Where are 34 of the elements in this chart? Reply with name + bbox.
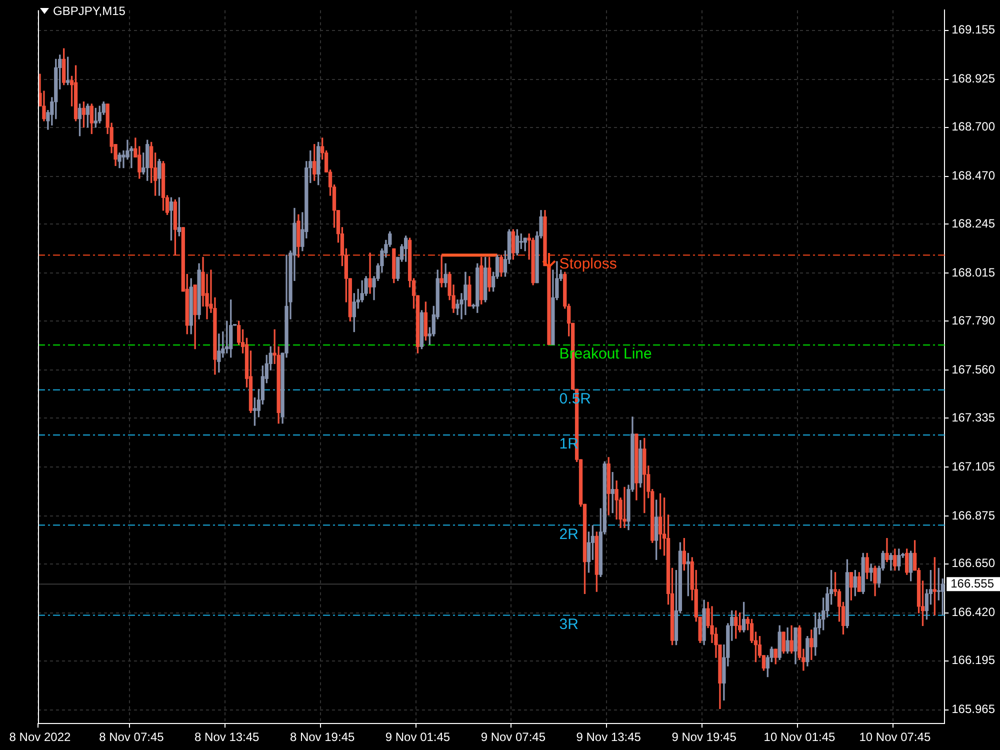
y-tick-label: 168.015 bbox=[952, 266, 996, 280]
x-tick-label: 8 Nov 2022 bbox=[9, 730, 71, 744]
y-tick-label: 166.195 bbox=[952, 653, 996, 668]
x-tick-label: 8 Nov 19:45 bbox=[290, 730, 355, 744]
y-tick-label: 166.650 bbox=[952, 556, 996, 570]
candlestick bbox=[368, 252, 372, 294]
ref-line-label: 3R bbox=[559, 616, 579, 633]
x-tick-label: 10 Nov 01:45 bbox=[764, 730, 836, 744]
x-tick-label: 8 Nov 07:45 bbox=[99, 730, 164, 744]
y-tick-label: 168.700 bbox=[952, 120, 996, 134]
y-tick-label: 167.105 bbox=[952, 459, 996, 474]
y-tick-label: 169.155 bbox=[952, 22, 996, 37]
chart-title: GBPJPY,M15 bbox=[53, 4, 126, 18]
y-tick-label: 166.875 bbox=[952, 508, 996, 522]
y-tick-label: 167.335 bbox=[952, 410, 996, 424]
y-tick-label: 167.790 bbox=[952, 313, 996, 328]
y-tick-label: 168.245 bbox=[952, 216, 996, 231]
x-tick-label: 9 Nov 13:45 bbox=[576, 730, 642, 744]
x-tick-label: 8 Nov 13:45 bbox=[194, 730, 260, 744]
ref-line-label: 2R bbox=[559, 526, 579, 543]
y-tick-label: 168.925 bbox=[952, 72, 996, 86]
x-tick-label: 9 Nov 01:45 bbox=[385, 730, 450, 744]
y-tick-label: 165.965 bbox=[952, 702, 996, 716]
x-tick-label: 9 Nov 07:45 bbox=[480, 730, 546, 744]
y-tick-label: 167.560 bbox=[952, 362, 996, 376]
y-tick-label: 168.470 bbox=[952, 168, 996, 183]
candlestick bbox=[622, 486, 626, 528]
candlestick bbox=[869, 564, 873, 582]
candlestick bbox=[122, 150, 126, 168]
ref-line-label: 166.555 bbox=[950, 576, 994, 590]
x-tick-label: 10 Nov 07:45 bbox=[859, 730, 931, 744]
y-tick-label: 166.420 bbox=[952, 605, 996, 620]
x-tick-label: 9 Nov 19:45 bbox=[672, 730, 737, 744]
ref-line-label: Stoploss bbox=[559, 256, 617, 273]
